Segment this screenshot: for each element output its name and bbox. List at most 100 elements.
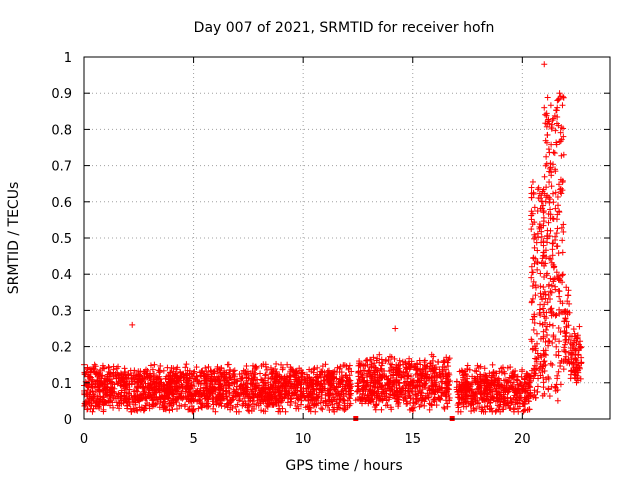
data-point xyxy=(127,406,134,413)
data-point xyxy=(205,396,212,403)
y-tick-label: 0 xyxy=(64,413,72,428)
data-point xyxy=(160,367,167,374)
data-point xyxy=(531,366,538,373)
data-point xyxy=(254,397,261,404)
data-point xyxy=(232,403,239,410)
data-point xyxy=(202,364,209,371)
data-point xyxy=(112,395,119,402)
data-point xyxy=(560,221,567,228)
y-tick-label: 0.9 xyxy=(51,87,72,102)
data-point xyxy=(546,281,553,288)
data-point xyxy=(199,367,206,374)
data-point xyxy=(147,377,154,384)
data-point xyxy=(528,299,535,306)
y-tick-label: 0.2 xyxy=(51,341,72,356)
data-point xyxy=(258,376,265,383)
data-point xyxy=(528,226,535,233)
data-point xyxy=(195,405,202,412)
data-point xyxy=(318,405,325,412)
data-point xyxy=(164,364,171,371)
data-point xyxy=(489,361,496,368)
data-point xyxy=(549,246,556,253)
data-point xyxy=(550,199,557,206)
data-point xyxy=(528,184,535,191)
data-point xyxy=(550,215,557,222)
data-point xyxy=(570,326,577,333)
y-tick-label: 0.8 xyxy=(51,123,72,138)
data-point xyxy=(297,401,304,408)
data-point xyxy=(253,364,260,371)
data-point xyxy=(548,282,555,289)
data-point xyxy=(546,255,553,262)
data-point xyxy=(202,384,209,391)
data-point xyxy=(105,397,112,404)
data-point xyxy=(530,326,537,333)
data-point xyxy=(189,408,196,415)
data-point xyxy=(183,361,190,368)
data-point xyxy=(542,111,549,118)
data-point xyxy=(537,270,544,277)
data-point xyxy=(130,405,137,412)
data-point xyxy=(166,407,173,414)
y-tick-label: 0.3 xyxy=(51,304,72,319)
data-point xyxy=(540,218,547,225)
data-point xyxy=(547,206,554,213)
data-point xyxy=(531,204,538,211)
data-point xyxy=(559,249,566,256)
x-tick-label: 10 xyxy=(295,432,312,447)
data-point xyxy=(91,361,98,368)
data-point xyxy=(556,293,563,300)
data-point xyxy=(541,104,548,111)
data-point xyxy=(536,221,543,228)
data-point xyxy=(247,397,254,404)
data-point xyxy=(551,150,558,157)
data-point xyxy=(553,243,560,250)
data-point xyxy=(319,406,326,413)
data-point xyxy=(546,338,553,345)
data-point xyxy=(122,368,129,375)
data-point xyxy=(273,360,280,367)
data-point xyxy=(296,365,303,372)
data-point xyxy=(186,367,193,374)
data-point xyxy=(269,370,276,377)
data-point xyxy=(540,284,547,291)
data-point xyxy=(262,408,269,415)
data-point xyxy=(549,322,556,329)
x-tick-labels: 0 5 10 15 20 xyxy=(80,432,531,447)
y-tick-label: 0.6 xyxy=(51,196,72,211)
data-point xyxy=(222,382,229,389)
data-point xyxy=(170,399,177,406)
data-point xyxy=(556,90,563,97)
data-point xyxy=(240,367,247,374)
data-point xyxy=(178,390,185,397)
data-point xyxy=(308,368,315,375)
data-point xyxy=(340,362,347,369)
data-point xyxy=(546,199,553,206)
data-point xyxy=(555,368,562,375)
data-point xyxy=(278,361,285,368)
data-point xyxy=(282,408,289,415)
data-point xyxy=(346,362,353,369)
data-point xyxy=(233,386,240,393)
data-point xyxy=(107,393,114,400)
data-point xyxy=(557,381,564,388)
x-tick-label: 0 xyxy=(80,432,88,447)
data-point xyxy=(284,361,291,368)
data-point xyxy=(532,394,539,401)
data-point xyxy=(257,370,264,377)
data-point xyxy=(284,399,291,406)
data-point xyxy=(558,224,565,231)
data-point xyxy=(301,375,308,382)
data-point xyxy=(541,173,548,180)
data-point xyxy=(546,393,553,400)
data-point xyxy=(146,374,153,381)
data-point xyxy=(238,375,245,382)
data-point xyxy=(529,178,536,185)
data-point xyxy=(547,360,554,367)
data-points xyxy=(81,61,585,415)
data-point xyxy=(541,351,548,358)
data-point xyxy=(519,366,526,373)
data-point xyxy=(298,397,305,404)
y-axis-label: SRMTID / TECUs xyxy=(6,182,22,295)
